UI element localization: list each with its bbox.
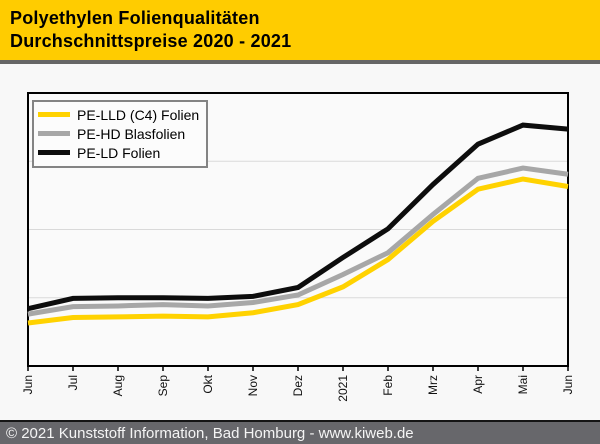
page-title-line-2: Durchschnittspreise 2020 - 2021: [10, 31, 292, 51]
legend-line-swatch-icon: [38, 112, 70, 117]
x-tick-label: Mai: [516, 375, 530, 394]
x-tick-label: Sep: [156, 375, 170, 397]
legend-line-swatch-icon: [38, 131, 70, 136]
legend-item-pe-hd: PE-HD Blasfolien: [38, 124, 199, 143]
x-tick-label: Nov: [246, 375, 260, 396]
chart-header: Polyethylen Folienqualitäten Durchschnit…: [0, 0, 600, 60]
x-tick-label: Mrz: [426, 375, 440, 395]
series-line-pe-hd-blasfolien: [27, 165, 569, 317]
x-tick-label: 2021: [336, 375, 350, 402]
legend-label: PE-LLD (C4) Folien: [77, 106, 200, 123]
page-title-line-1: Polyethylen Folienqualitäten: [10, 8, 260, 28]
x-tick-label: Feb: [381, 375, 395, 396]
series-line-pe-lld-c4-folien: [27, 176, 569, 326]
x-tick-label: Apr: [471, 375, 485, 394]
header-separator: [0, 60, 600, 64]
copyright-footer: © 2021 Kunststoff Information, Bad Hombu…: [0, 420, 600, 444]
series-line-pe-ld-folien: [27, 122, 569, 312]
chart-legend: PE-LLD (C4) Folien PE-HD Blasfolien PE-L…: [32, 100, 209, 168]
x-tick-label: Jun: [561, 375, 575, 394]
legend-item-pe-lld: PE-LLD (C4) Folien: [38, 105, 199, 124]
legend-item-pe-ld: PE-LD Folien: [38, 143, 199, 162]
x-tick-label: Aug: [111, 375, 125, 396]
legend-label: PE-LD Folien: [77, 144, 161, 161]
x-tick-label: Jun: [21, 375, 35, 394]
x-tick-label: Jul: [66, 375, 80, 390]
x-tick-label: Okt: [201, 374, 215, 393]
legend-line-swatch-icon: [38, 150, 70, 155]
copyright-text: © 2021 Kunststoff Information, Bad Hombu…: [6, 424, 414, 442]
legend-label: PE-HD Blasfolien: [77, 125, 186, 142]
x-tick-label: Dez: [291, 375, 305, 396]
